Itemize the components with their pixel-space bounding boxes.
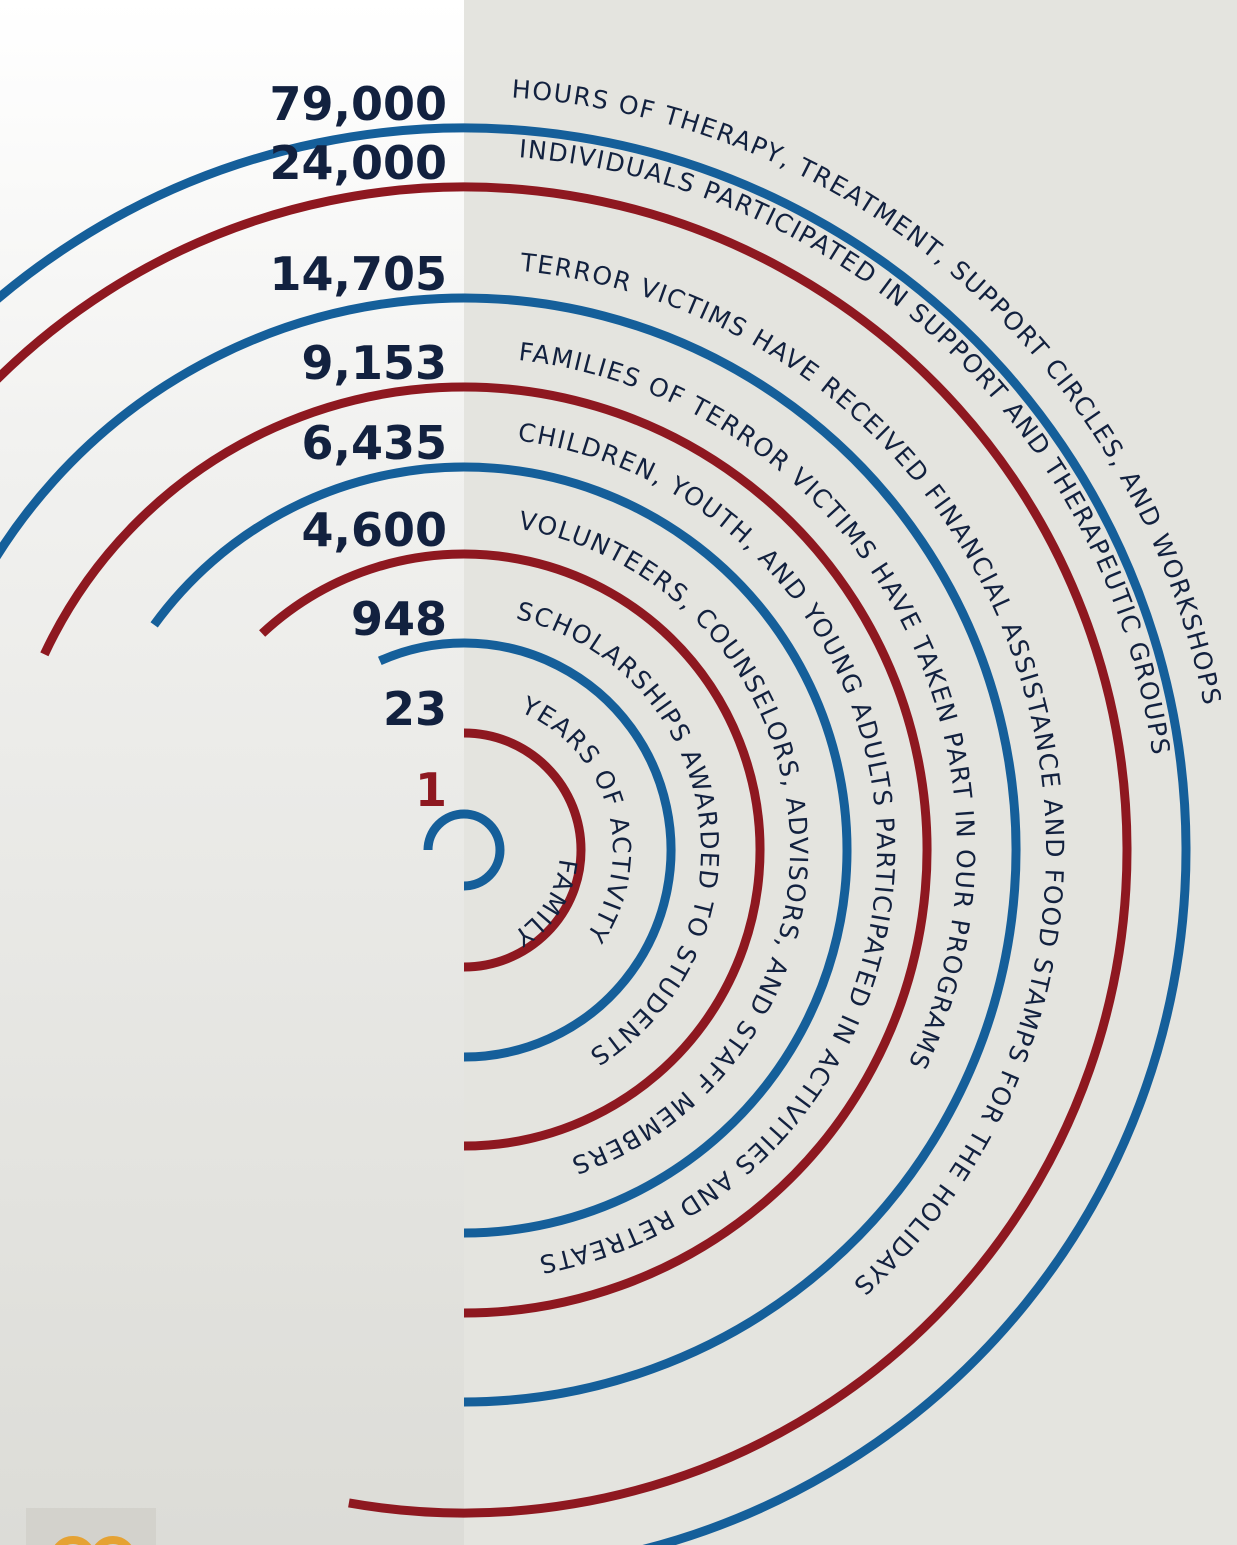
stat-value: 23 [383, 682, 447, 736]
stat-value: 1 [415, 763, 447, 817]
arc-layer [0, 123, 1191, 1545]
stat-arc [0, 182, 1132, 1518]
stat-value: 6,435 [301, 416, 447, 470]
stat-arc [463, 728, 586, 972]
background-right-panel [464, 0, 1237, 1545]
stat-value: 24,000 [269, 136, 447, 190]
stat-value: 9,153 [301, 336, 447, 390]
stat-arc [259, 549, 765, 1151]
stat-value: 4,600 [301, 503, 447, 557]
logo-ring [50, 1536, 96, 1545]
label-layer: HOURS OF THERAPY, TREATMENT, SUPPORT CIR… [508, 74, 1225, 1301]
logo-fragment [26, 1508, 156, 1545]
stat-arc [150, 462, 852, 1238]
stat-value: 79,000 [269, 77, 447, 131]
stat-arc [0, 293, 1021, 1407]
background-left-panel [0, 0, 464, 1545]
stat-arc [377, 638, 676, 1062]
stat-value: 14,705 [269, 247, 447, 301]
stat-arc [40, 382, 932, 1318]
stat-arc [0, 123, 1191, 1545]
logo-ring [90, 1536, 136, 1545]
stat-value: 948 [351, 592, 447, 646]
stat-arc [423, 809, 505, 891]
